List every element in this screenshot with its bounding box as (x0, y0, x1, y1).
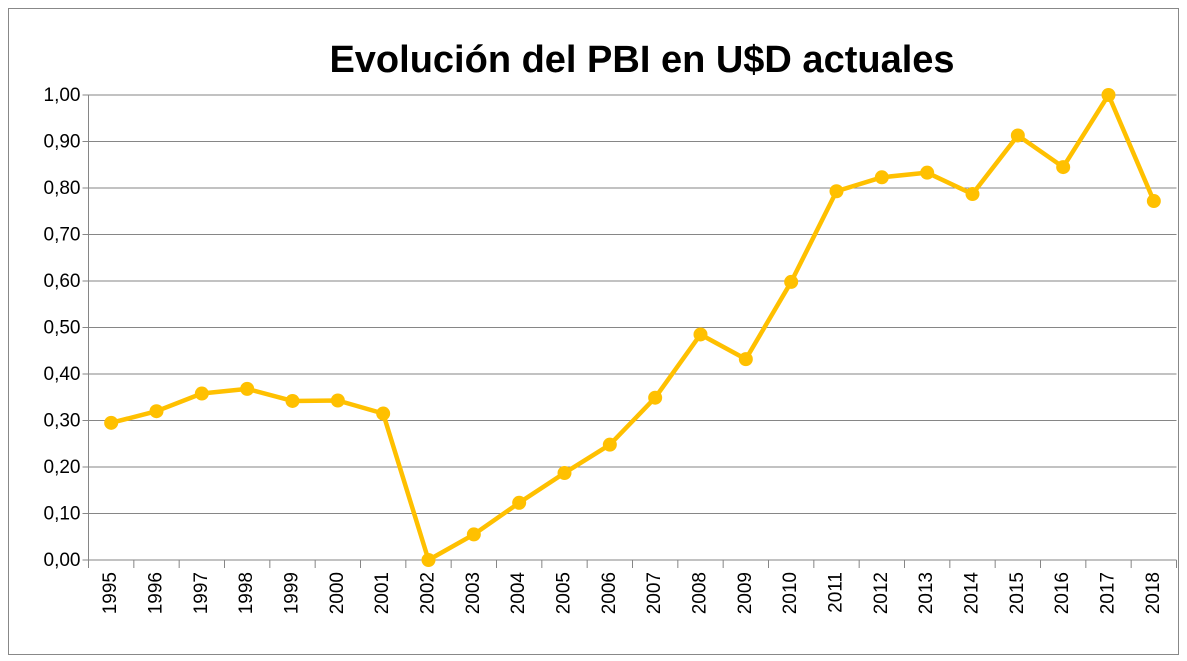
x-tick-label: 2015 (1007, 572, 1028, 614)
x-tick-label: 2014 (962, 572, 983, 615)
data-point (104, 415, 119, 430)
data-point (693, 327, 708, 342)
x-tick-label: 2018 (1143, 572, 1164, 614)
data-point (920, 165, 935, 180)
data-point (285, 393, 300, 408)
data-point (1056, 160, 1071, 175)
data-point (466, 527, 481, 542)
data-point (1146, 194, 1161, 209)
y-tick-label: 0,50 (44, 318, 81, 339)
data-point (648, 390, 663, 405)
y-tick-label: 0,60 (44, 271, 81, 292)
x-tick-label: 2005 (554, 572, 575, 614)
x-tick-label: 1997 (191, 572, 212, 614)
data-point (240, 381, 255, 396)
data-point (512, 495, 527, 510)
x-tick-label: 2007 (644, 572, 665, 614)
y-tick-label: 0,80 (44, 178, 81, 199)
x-tick-label: 1996 (146, 572, 167, 614)
data-point (784, 274, 799, 289)
data-point (829, 184, 844, 199)
data-point (965, 187, 980, 202)
x-tick-label: 1998 (236, 572, 257, 614)
x-tick-label: 1999 (282, 572, 303, 614)
y-tick-label: 0,30 (44, 411, 81, 432)
data-point (1101, 88, 1116, 102)
x-tick-label: 2006 (599, 572, 620, 614)
x-tick-label: 2011 (826, 572, 847, 613)
chart-title: Evolución del PBI en U$D actuales (329, 39, 954, 81)
x-tick-label: 1995 (100, 572, 121, 614)
x-tick-label: 2009 (735, 572, 756, 614)
x-tick-label: 2010 (780, 572, 801, 614)
x-tick-label: 2016 (1052, 572, 1073, 614)
data-point (376, 406, 391, 421)
chart-frame (8, 8, 1179, 655)
x-tick-label: 2001 (372, 572, 393, 614)
data-point (602, 437, 617, 452)
line-series (110, 92, 1156, 563)
data-point (557, 466, 572, 481)
y-tick-label: 0,90 (44, 132, 81, 153)
data-point (194, 386, 209, 401)
data-point (874, 170, 889, 185)
y-tick-label: 0,20 (44, 457, 81, 478)
y-tick-label: 0,40 (44, 364, 81, 385)
data-point (149, 404, 164, 419)
x-tick-label: 2003 (463, 572, 484, 614)
y-tick-label: 1,00 (44, 85, 81, 106)
x-tick-label: 2008 (690, 572, 711, 614)
data-point (330, 393, 345, 408)
y-tick-label: 0,00 (44, 550, 81, 571)
x-tick-label: 2013 (916, 572, 937, 614)
data-point (738, 352, 753, 367)
data-point (421, 553, 436, 567)
y-tick-label: 0,70 (44, 225, 81, 246)
x-tick-label: 2000 (327, 572, 348, 614)
data-point (1010, 128, 1025, 143)
y-tick-label: 0,10 (44, 504, 81, 525)
x-tick-label: 2017 (1098, 572, 1119, 614)
x-tick-label: 2004 (508, 572, 529, 615)
x-tick-label: 2012 (871, 572, 892, 614)
x-tick-label: 2002 (418, 572, 439, 614)
